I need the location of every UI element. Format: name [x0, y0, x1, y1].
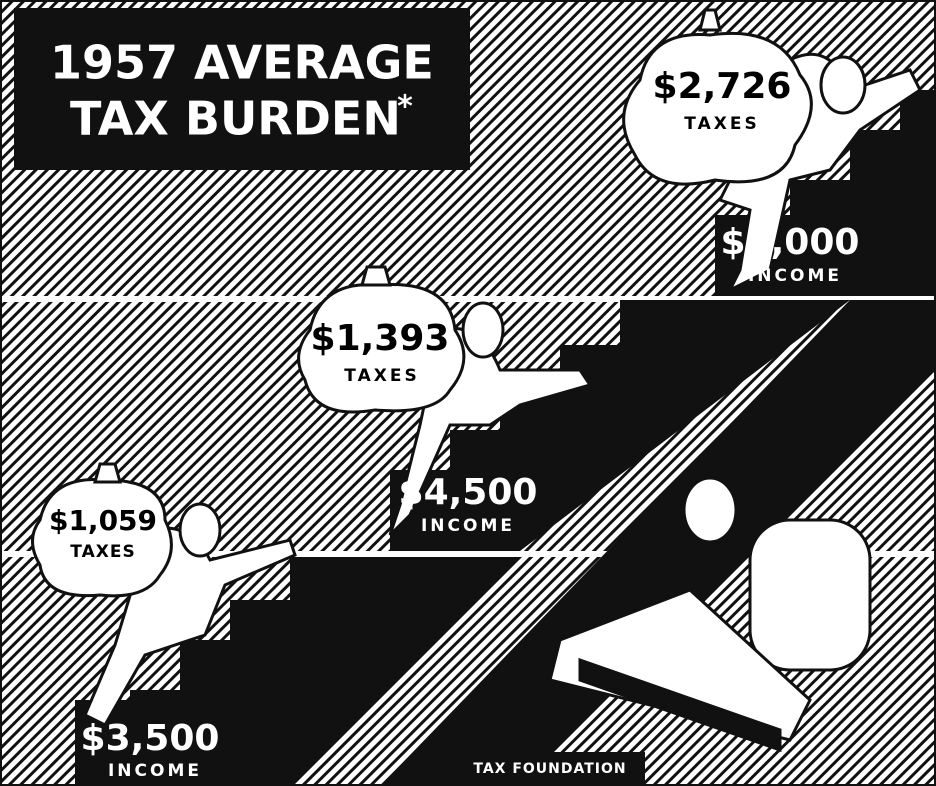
cartoon: 1957 AVERAGE TAX BURDEN * $2,726 TAXES $… [0, 0, 936, 786]
taxes-amount: $2,726 [653, 66, 792, 107]
taxes-amount: $1,393 [311, 318, 450, 359]
income-amount: $4,500 [399, 472, 538, 513]
income-amount: $3,500 [81, 718, 220, 759]
income-label: INCOME [108, 761, 202, 781]
income-label: INCOME [748, 266, 842, 286]
income-amount: $8,000 [721, 222, 860, 263]
title-line: 1957 AVERAGE [50, 36, 434, 90]
asterisk: * [397, 90, 413, 125]
taxes-label: TAXES [70, 542, 135, 562]
taxes-amount: $1,059 [49, 504, 157, 537]
title-line: TAX BURDEN [70, 92, 401, 146]
taxes-label: TAXES [344, 366, 419, 386]
taxes-label: TAXES [684, 114, 759, 134]
income-label: INCOME [421, 516, 515, 536]
credit: TAX FOUNDATION [473, 761, 626, 777]
